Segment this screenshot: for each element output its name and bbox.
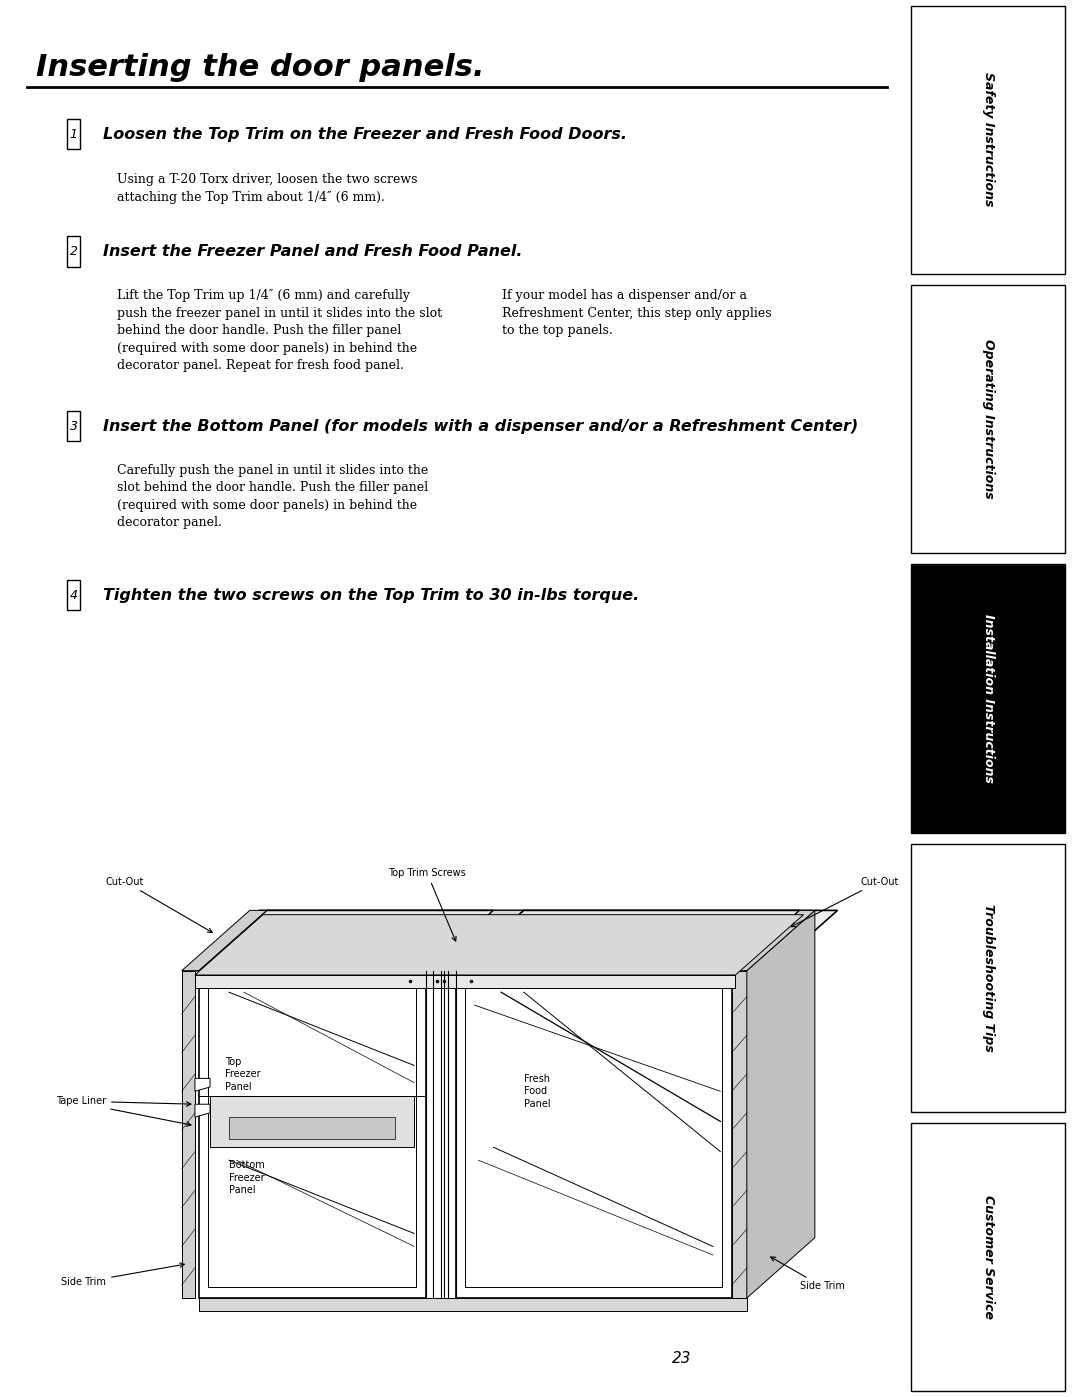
Text: 23: 23 bbox=[672, 1351, 691, 1366]
Text: Fresh
Food
Panel: Fresh Food Panel bbox=[524, 1074, 551, 1109]
Bar bbox=[208, 982, 416, 1287]
Bar bbox=[912, 285, 1065, 553]
Bar bbox=[199, 971, 426, 1298]
Bar bbox=[912, 564, 1065, 833]
Polygon shape bbox=[199, 911, 494, 971]
Polygon shape bbox=[194, 915, 804, 975]
Bar bbox=[67, 119, 80, 149]
Bar bbox=[210, 1095, 414, 1147]
Bar bbox=[465, 982, 723, 1287]
Bar bbox=[912, 6, 1065, 274]
Text: Customer Service: Customer Service bbox=[982, 1196, 995, 1319]
Polygon shape bbox=[191, 911, 838, 971]
Text: 2: 2 bbox=[69, 244, 78, 258]
Bar bbox=[181, 971, 194, 1298]
Polygon shape bbox=[426, 911, 524, 971]
Bar bbox=[912, 844, 1065, 1112]
Bar bbox=[194, 975, 735, 988]
Text: Insert the Freezer Panel and Fresh Food Panel.: Insert the Freezer Panel and Fresh Food … bbox=[103, 244, 523, 258]
Polygon shape bbox=[747, 911, 814, 1298]
Text: Cut-Out: Cut-Out bbox=[106, 876, 213, 932]
Text: Lift the Top Trim up 1/4″ (6 mm) and carefully
push the freezer panel in until i: Lift the Top Trim up 1/4″ (6 mm) and car… bbox=[117, 289, 442, 372]
Polygon shape bbox=[456, 911, 799, 971]
Polygon shape bbox=[181, 911, 267, 971]
Bar bbox=[199, 1298, 747, 1310]
Text: Loosen the Top Trim on the Freezer and Fresh Food Doors.: Loosen the Top Trim on the Freezer and F… bbox=[103, 127, 627, 141]
Bar bbox=[912, 1123, 1065, 1391]
Text: Side Trim: Side Trim bbox=[62, 1263, 185, 1287]
Text: Top Trim Screws: Top Trim Screws bbox=[388, 868, 465, 942]
Bar bbox=[732, 971, 747, 1298]
Text: Inserting the door panels.: Inserting the door panels. bbox=[36, 53, 484, 82]
Bar bbox=[67, 580, 80, 610]
Bar bbox=[67, 411, 80, 441]
Text: Installation Instructions: Installation Instructions bbox=[982, 615, 995, 782]
Text: Operating Instructions: Operating Instructions bbox=[982, 339, 995, 499]
Text: If your model has a dispenser and/or a
Refreshment Center, this step only applie: If your model has a dispenser and/or a R… bbox=[502, 289, 771, 337]
Text: Troubleshooting Tips: Troubleshooting Tips bbox=[982, 904, 995, 1052]
Text: Tighten the two screws on the Top Trim to 30 in-lbs torque.: Tighten the two screws on the Top Trim t… bbox=[103, 588, 639, 602]
Text: Using a T-20 Torx driver, loosen the two screws
attaching the Top Trim about 1/4: Using a T-20 Torx driver, loosen the two… bbox=[117, 173, 417, 204]
Text: Side Trim: Side Trim bbox=[771, 1257, 845, 1291]
Polygon shape bbox=[732, 911, 814, 971]
Bar bbox=[67, 236, 80, 267]
Text: Insert the Bottom Panel (for models with a dispenser and/or a Refreshment Center: Insert the Bottom Panel (for models with… bbox=[103, 419, 859, 433]
Bar bbox=[456, 971, 732, 1298]
Polygon shape bbox=[194, 1078, 210, 1091]
Text: Cut-Out: Cut-Out bbox=[792, 876, 899, 926]
Bar bbox=[229, 1118, 395, 1139]
Polygon shape bbox=[194, 1104, 210, 1118]
Text: Bottom
Freezer
Panel: Bottom Freezer Panel bbox=[229, 1160, 265, 1194]
Text: 3: 3 bbox=[69, 419, 78, 433]
Text: Top
Freezer
Panel: Top Freezer Panel bbox=[226, 1058, 260, 1091]
Text: Safety Instructions: Safety Instructions bbox=[982, 73, 995, 207]
Text: 1: 1 bbox=[69, 127, 78, 141]
Text: Tape Liner: Tape Liner bbox=[56, 1097, 191, 1106]
Text: 4: 4 bbox=[69, 588, 78, 602]
Text: Carefully push the panel in until it slides into the
slot behind the door handle: Carefully push the panel in until it sli… bbox=[117, 464, 428, 529]
